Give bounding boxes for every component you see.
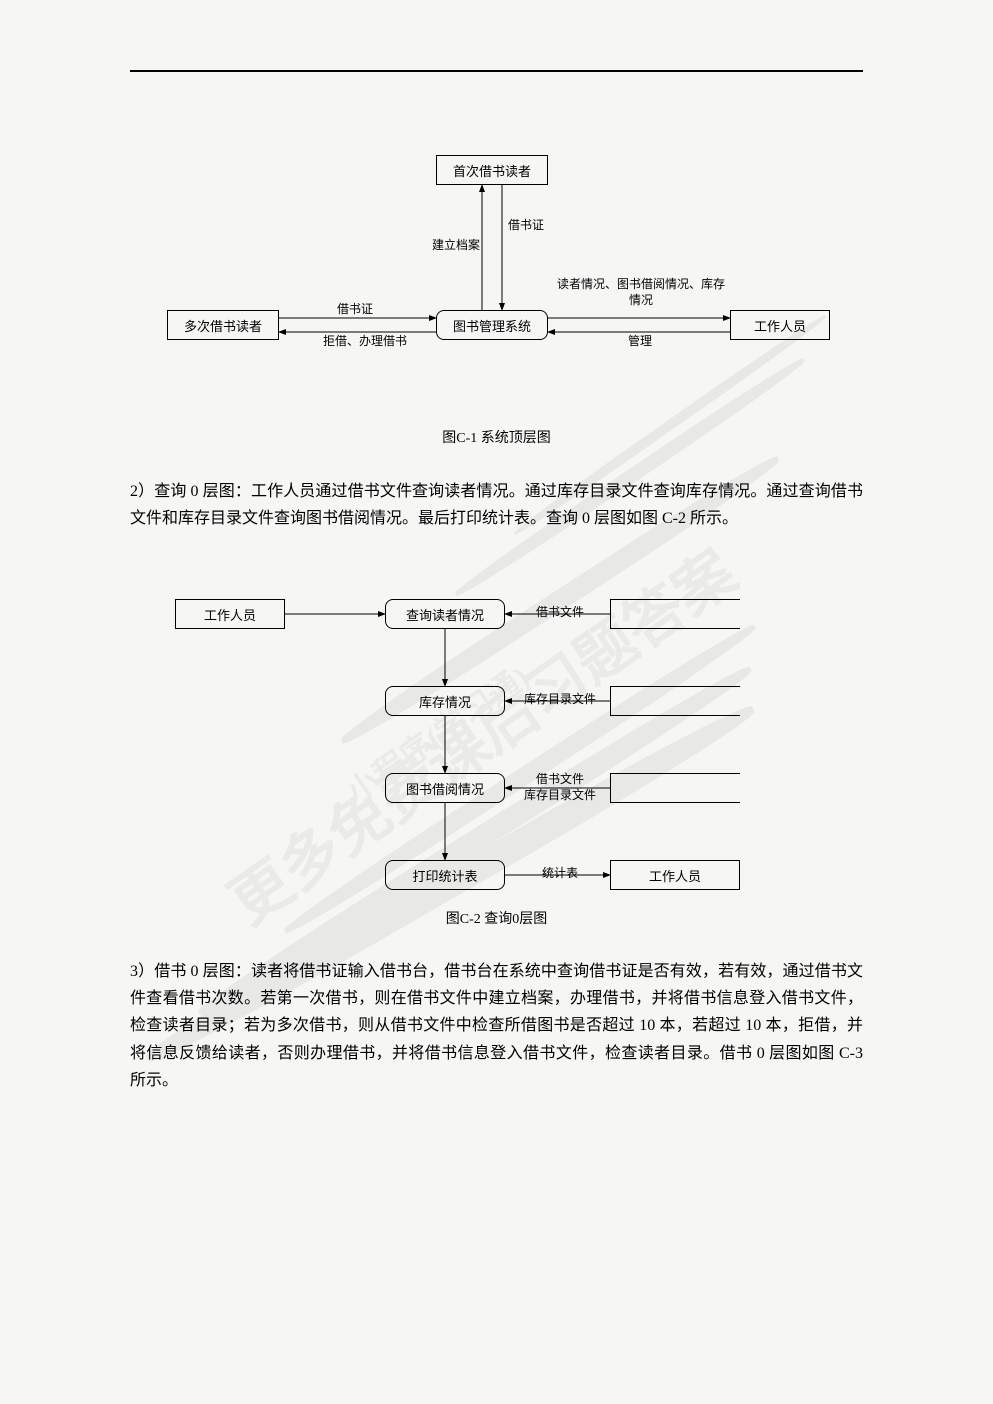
diagram2-lines bbox=[0, 0, 993, 930]
lab-r4: 统计表 bbox=[525, 866, 595, 882]
document-page: 更多免费课后习题答案 小程序(学习通) 首次借书读者 多次借书读者 图书管理系统… bbox=[0, 0, 993, 1404]
para3-prefix: 3） bbox=[130, 963, 154, 980]
lab-r3: 借书文件 库存目录文件 bbox=[510, 772, 610, 803]
lab-r2: 库存目录文件 bbox=[510, 692, 610, 708]
paragraph-3: 3）借书 0 层图：读者将借书证输入借书台，借书台在系统中查询借书证是否有效，若… bbox=[130, 958, 863, 1094]
caption-c2: 图C-2 查询0层图 bbox=[0, 908, 993, 928]
lab-r1: 借书文件 bbox=[515, 605, 605, 621]
para3-text: 借书 0 层图：读者将借书证输入借书台，借书台在系统中查询借书证是否有效，若有效… bbox=[130, 963, 863, 1089]
